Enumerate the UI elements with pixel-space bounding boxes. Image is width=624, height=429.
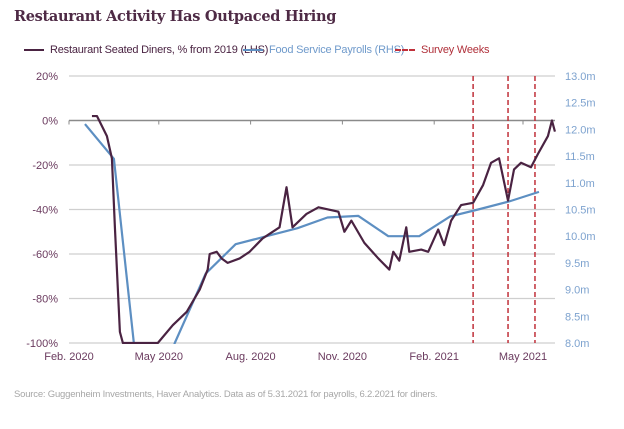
y-left-tick-label: -60% [32,249,58,261]
y-left-tick-label: 20% [36,71,58,83]
legend-item-survey: Survey Weeks [395,44,490,56]
legend-item-payrolls: Food Service Payrolls (RHS) [243,44,404,56]
legend-swatch-survey [395,49,415,51]
legend-label-payrolls: Food Service Payrolls (RHS) [269,44,405,56]
legend-swatch-payrolls [243,49,263,51]
x-tick-label: Feb. 2020 [44,351,94,363]
y-right-tick-label: 12.0m [565,124,596,136]
y-left-tick-label: -100% [26,338,58,350]
y-right-tick-label: 9.5m [565,258,589,270]
y-right-tick-label: 11.5m [565,151,595,163]
chart-title: Restaurant Activity Has Outpaced Hiring [14,8,337,25]
y-left-tick-label: -40% [32,205,58,217]
y-right-tick-label: 9.0m [565,285,589,297]
source-note: Source: Guggenheim Investments, Haver An… [14,389,438,400]
y-right-tick-label: 10.0m [565,231,596,243]
y-left-tick-label: -80% [32,294,58,306]
y-left-tick-label: -20% [32,160,58,172]
x-tick-label: May 2021 [499,351,547,363]
diners-series-line [91,114,556,344]
legend-label-survey: Survey Weeks [421,44,490,56]
x-tick-label: May 2020 [135,351,183,363]
payrolls-series-line [84,123,540,344]
legend-swatch-diners [24,49,44,51]
x-tick-label: Nov. 2020 [318,351,367,363]
y-right-tick-label: 8.5m [565,311,589,323]
legend-label-diners: Restaurant Seated Diners, % from 2019 (L… [50,44,269,56]
x-tick-label: Aug. 2020 [226,351,276,363]
y-right-tick-label: 8.0m [565,338,589,350]
x-tick-label: Feb. 2021 [409,351,459,363]
y-left-tick-label: 0% [42,116,58,128]
legend-item-diners: Restaurant Seated Diners, % from 2019 (L… [24,44,268,56]
y-right-tick-label: 12.5m [565,98,596,110]
y-right-tick-label: 13.0m [565,71,596,83]
y-right-tick-label: 11.0m [565,178,595,190]
y-right-tick-label: 10.5m [565,205,596,217]
